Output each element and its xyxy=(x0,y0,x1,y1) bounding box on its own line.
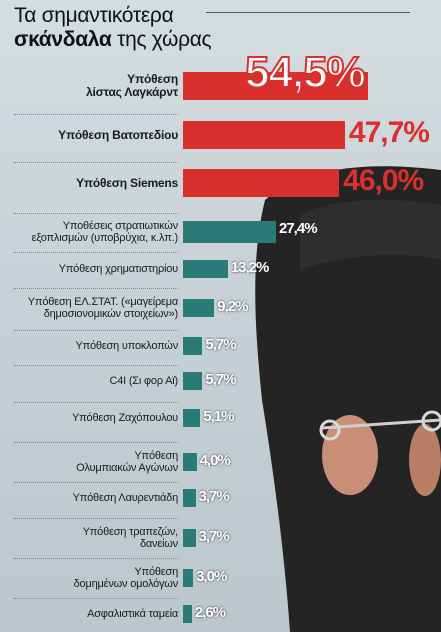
value-label: 13,2% xyxy=(230,259,270,276)
category-label: Υπόθεση Λαυρεντιάδη xyxy=(14,485,179,511)
title-bold-word: σκάνδαλα xyxy=(14,28,112,51)
row-separator xyxy=(14,518,178,519)
category-label: Ασφαλιστικά ταμεία xyxy=(14,601,178,627)
category-label: C4I (Σι φορ Αϊ) xyxy=(14,368,178,394)
value-label: 4,0% xyxy=(199,452,231,469)
bar xyxy=(183,72,368,100)
bar xyxy=(183,337,203,355)
category-label-text: Ασφαλιστικά ταμεία xyxy=(87,608,178,620)
title-line-2-rest: της χώρας xyxy=(111,28,212,51)
row-separator xyxy=(14,114,178,115)
category-label-line: Υπόθεση Ζαχόπουλου xyxy=(72,412,178,424)
category-label: Υπόθεση δομημένων ομολόγων xyxy=(14,561,179,595)
bar xyxy=(183,121,345,149)
category-label: Υποθέσεις στρατιωτικών εξοπλισμών (υποβρύ… xyxy=(14,216,179,248)
category-label: Υπόθεση λίστας Λαγκάρντ xyxy=(14,68,178,104)
category-label-text: Υπόθεση ΕΛ.ΣΤΑΤ. («μαγείρεμα δημοσιονομικ… xyxy=(28,296,178,320)
category-label: Υπόθεση ΕΛ.ΣΤΑΤ. («μαγείρεμα δημοσιονομικ… xyxy=(14,291,178,325)
category-label-text: Υπόθεση λίστας Λαγκάρντ xyxy=(86,73,178,99)
bar xyxy=(183,299,215,317)
bar xyxy=(183,489,196,507)
category-label-line: λίστας Λαγκάρντ xyxy=(86,85,178,99)
category-label-text: Υποθέσεις στρατιωτικών εξοπλισμών (υποβρύ… xyxy=(31,220,179,244)
row-separator xyxy=(14,252,178,253)
category-label-line: Υπόθεση υποκλοπών xyxy=(75,340,178,352)
value-label: 27,4% xyxy=(279,220,318,237)
category-label: Υπόθεση Siemens xyxy=(14,165,178,201)
value-label: 46,0% xyxy=(343,164,424,197)
category-label-text: Υπόθεση υποκλοπών xyxy=(75,340,178,352)
value-label: 5,1% xyxy=(203,408,234,425)
category-label-line: Υπόθεση Siemens xyxy=(76,175,178,190)
category-label-text: Υπόθεση χρηματιστηρίου xyxy=(58,263,179,275)
value-label: 3,0% xyxy=(196,568,227,585)
category-label-line: C4I (Σι φορ Αϊ) xyxy=(109,375,178,387)
category-label: Υπόθεση υποκλοπών xyxy=(14,333,178,359)
category-label-text: Υπόθεση τραπεζών, δανείων xyxy=(82,526,179,550)
bar xyxy=(183,169,340,197)
category-label: Υπόθεση Ζαχόπουλου xyxy=(14,405,178,431)
row-separator xyxy=(14,482,178,483)
category-label: Υπόθεση Ολυμπιακών Αγώνων xyxy=(14,445,178,479)
category-label-line: Υπόθεση Βατοπεδίου xyxy=(58,127,178,142)
category-label-line: Υποθέσεις στρατιωτικών xyxy=(62,220,178,232)
category-label-line: Υπόθεση χρηματιστηρίου xyxy=(58,263,179,275)
row-separator xyxy=(14,213,178,214)
title-line-1: Τα σημαντικότερα xyxy=(14,4,174,27)
category-label-text: Υπόθεση Ολυμπιακών Αγώνων xyxy=(76,450,178,474)
value-label: 2,6% xyxy=(194,604,226,621)
category-label-text: Υπόθεση Ζαχόπουλου xyxy=(72,412,178,424)
category-label-line: Υπόθεση ΕΛ.ΣΤΑΤ. («μαγείρεμα xyxy=(27,296,178,308)
bar xyxy=(183,260,228,278)
category-label-line: Ολυμπιακών Αγώνων xyxy=(76,462,178,474)
title-rule xyxy=(206,12,410,13)
bar xyxy=(183,221,276,243)
category-label-line: Ασφαλιστικά ταμεία xyxy=(87,608,178,620)
row-separator xyxy=(14,442,178,443)
category-label-line: Υπόθεση xyxy=(127,72,178,86)
category-label-line: Υπόθεση xyxy=(134,566,178,578)
bar xyxy=(183,529,196,547)
value-label: 5,7% xyxy=(205,336,236,353)
category-label: Υπόθεση χρηματιστηρίου xyxy=(14,255,179,283)
row-separator xyxy=(14,402,178,403)
value-label: 3,7% xyxy=(198,528,230,545)
category-label-line: δημοσιονομικών στοιχείων») xyxy=(43,308,178,320)
category-label-text: Υπόθεση δομημένων ομολόγων xyxy=(73,566,179,590)
value-label: 3,7% xyxy=(198,488,230,505)
bar xyxy=(183,409,201,427)
category-label-line: Υπόθεση Λαυρεντιάδη xyxy=(72,492,179,504)
category-label-line: δομημένων ομολόγων xyxy=(73,578,179,590)
category-label-line: Υπόθεση xyxy=(134,450,178,462)
value-label: 9,2% xyxy=(217,298,248,315)
row-separator xyxy=(14,162,178,163)
category-label-text: Υπόθεση Λαυρεντιάδη xyxy=(72,492,179,504)
category-label-line: εξοπλισμών (υποβρύχια, κ.λπ.) xyxy=(31,232,179,244)
category-label-text: Υπόθεση Βατοπεδίου xyxy=(58,127,178,142)
category-label-text: C4I (Σι φορ Αϊ) xyxy=(109,375,178,387)
bar xyxy=(183,453,197,471)
bar xyxy=(183,569,194,587)
title-line-2: σκάνδαλα της χώρας xyxy=(14,28,264,52)
row-separator xyxy=(14,558,178,559)
category-label-line: δανείων xyxy=(139,538,178,550)
value-label: 54,5% xyxy=(244,47,367,98)
row-separator xyxy=(14,365,178,366)
bar xyxy=(183,605,192,623)
category-label-line: Υπόθεση τραπεζών, xyxy=(82,526,179,538)
category-label: Υπόθεση Βατοπεδίου xyxy=(14,117,178,153)
category-label: Υπόθεση τραπεζών, δανείων xyxy=(14,521,179,555)
row-separator xyxy=(14,288,178,289)
value-label: 47,7% xyxy=(348,116,430,149)
chart-title: Τα σημαντικότερα σκάνδαλα της χώρας xyxy=(14,4,264,52)
category-label-text: Υπόθεση Siemens xyxy=(76,175,178,190)
row-separator xyxy=(14,598,178,599)
value-label: 5,7% xyxy=(205,371,236,388)
bar xyxy=(183,372,203,390)
row-separator xyxy=(14,330,178,331)
